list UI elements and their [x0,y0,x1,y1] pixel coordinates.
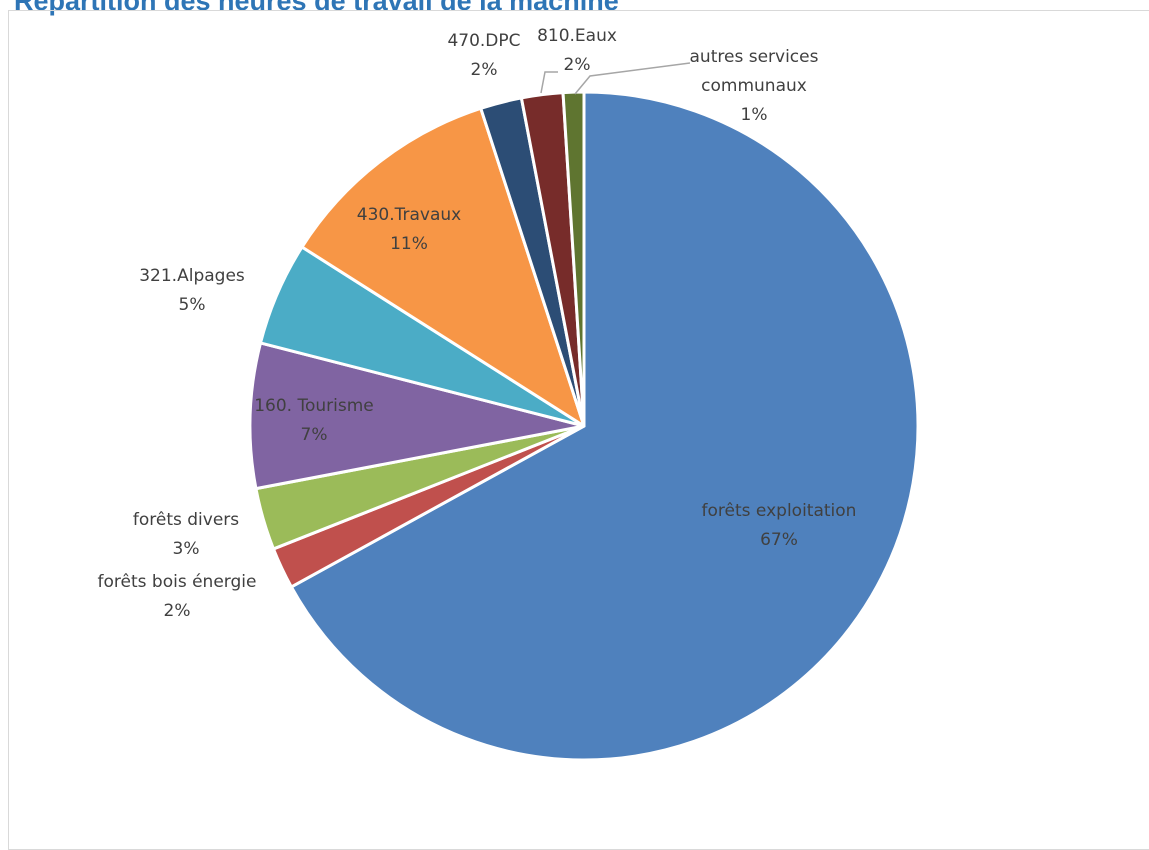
pie-slices [248,90,920,762]
slice-160-tourisme [248,341,586,491]
label-810-eaux: 810.Eaux 2% [537,26,617,75]
label-160-tourisme: 160. Tourisme 7% [254,396,374,445]
leader-lines [540,62,691,95]
leader-810-eaux [540,71,558,94]
label-forets-bois-energie: forêts bois énergie 2% [98,572,257,621]
slice-labels: forêts exploitation 67% forêts bois énergi… [98,26,857,621]
leader-autres-services-communaux [574,62,691,95]
slice-autres-services-communaux [561,90,586,428]
label-forets-exploitation: forêts exploitation 67% [702,501,857,550]
label-321-alpages: 321.Alpages 5% [139,266,245,315]
label-430-travaux: 430.Travaux 11% [357,205,461,254]
label-autres-services-communaux: autres services communaux 1% [690,47,819,125]
slice-430-travaux [300,106,586,428]
slice-forets-exploitation [289,90,920,762]
chart-title: Répartition des heures de travail de la … [14,0,619,16]
label-forets-divers: forêts divers 3% [133,510,239,559]
label-470-dpc: 470.DPC 2% [447,31,520,80]
